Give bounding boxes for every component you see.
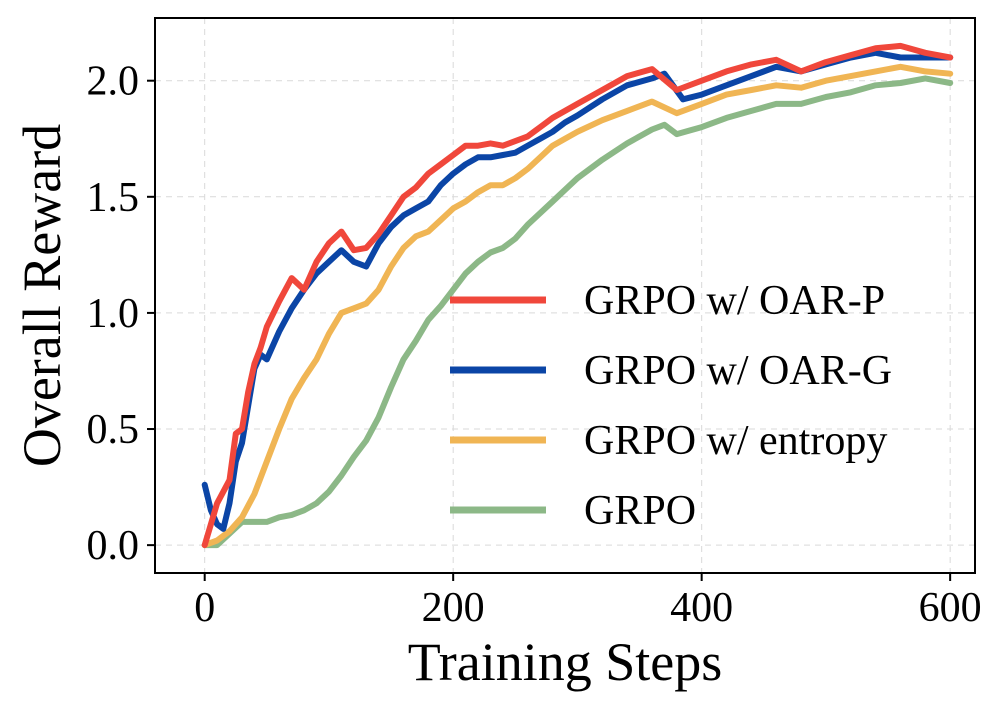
y-axis-label: Overall Reward [12,124,72,467]
y-tick-label: 0.5 [87,407,140,453]
legend-label-grpo: GRPO [584,488,696,534]
plot-series [201,42,954,549]
series-line-grpo-w-entropy [201,63,954,549]
x-tick-label: 600 [919,585,982,631]
series-line-grpo [201,75,954,549]
legend: GRPO w/ OAR-P GRPO w/ OAR-G GRPO w/ entrop… [450,278,892,534]
y-tick-label: 2.0 [87,59,140,105]
y-tick-label: 1.5 [87,175,140,221]
x-tick-label: 400 [670,585,733,631]
legend-label-grpo-w-oar-g: GRPO w/ OAR-G [584,348,892,394]
x-tick-label: 0 [194,585,215,631]
series-line-grpo-w-oar-p [201,42,954,549]
x-tick-label: 200 [422,585,485,631]
axis-ticks: 0 200 400 600 0.0 0.5 1.0 1.5 2.0 [87,59,982,631]
y-tick-label: 0.0 [87,523,140,569]
legend-label-grpo-w-entropy: GRPO w/ entropy [584,418,887,464]
y-tick-label: 1.0 [87,291,140,337]
x-axis-label: Training Steps [408,632,723,692]
legend-label-grpo-w-oar-p: GRPO w/ OAR-P [584,278,885,324]
plot-frame [154,17,976,574]
